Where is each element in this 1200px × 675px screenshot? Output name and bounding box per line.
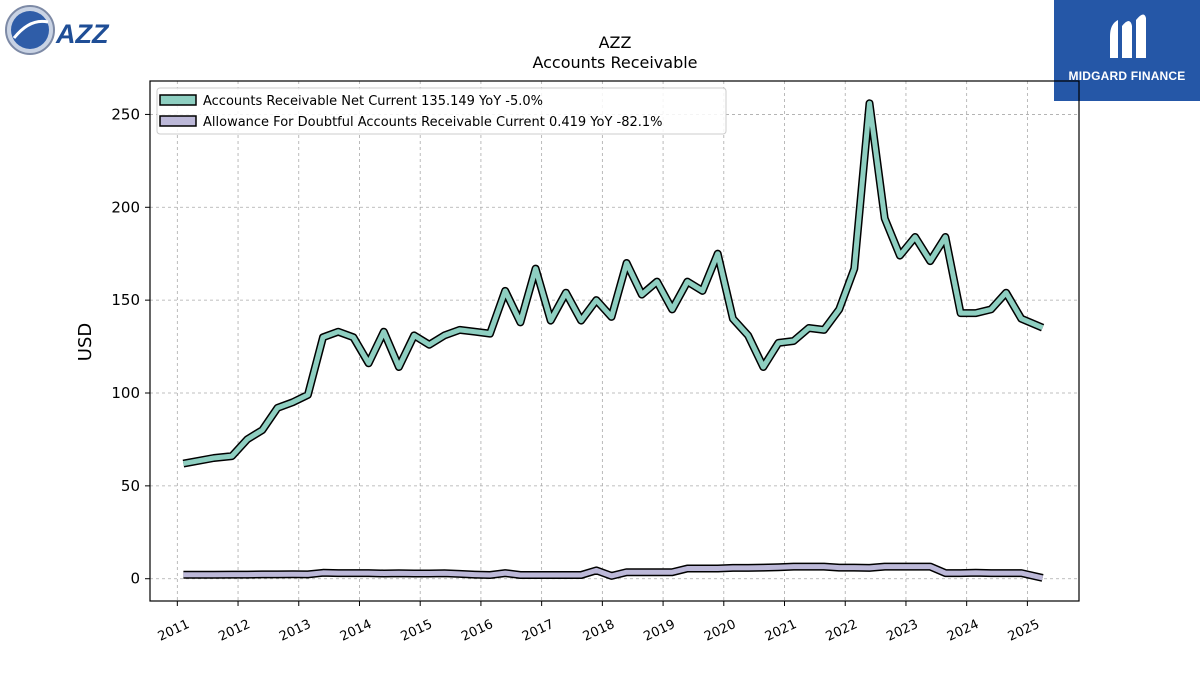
azz-logo: AZZ xyxy=(5,5,110,55)
x-tick-label: 2021 xyxy=(763,617,799,645)
legend-label-allowance: Allowance For Doubtful Accounts Receivab… xyxy=(203,115,663,130)
x-tick-label: 2011 xyxy=(156,617,192,645)
series-line-0 xyxy=(182,100,1044,467)
chart-title: AZZ xyxy=(599,33,632,52)
y-axis-label: USD xyxy=(75,323,96,361)
y-tick-label: 50 xyxy=(121,477,140,495)
midgard-finance-emblem-icon xyxy=(1110,14,1146,59)
x-tick-label: 2024 xyxy=(945,617,981,645)
x-tick-label: 2012 xyxy=(216,617,252,645)
x-tick-label: 2019 xyxy=(641,617,677,645)
y-tick-label: 200 xyxy=(111,198,140,216)
series-outline-0 xyxy=(182,99,1045,468)
x-tick-label: 2023 xyxy=(884,617,920,645)
grid xyxy=(150,81,1079,601)
y-tick-label: 100 xyxy=(111,384,140,402)
y-tick-label: 0 xyxy=(130,570,140,588)
x-tick-label: 2015 xyxy=(399,617,435,645)
y-tick-label: 250 xyxy=(111,105,140,123)
legend-box xyxy=(156,87,727,135)
midgard-finance-logo: MIDGARD FINANCE xyxy=(1054,0,1200,101)
x-tick-label: 2018 xyxy=(581,617,617,645)
x-tick-label: 2014 xyxy=(338,617,374,645)
plot-frame xyxy=(149,80,1080,602)
x-tick-label: 2016 xyxy=(459,617,495,645)
x-tick-label: 2013 xyxy=(277,617,313,645)
legend-label-ar: Accounts Receivable Net Current 135.149 … xyxy=(203,94,543,109)
azz-logo-text: AZZ xyxy=(55,19,110,49)
chart-subtitle: Accounts Receivable xyxy=(532,53,697,72)
legend-swatch-ar xyxy=(159,94,197,106)
legend-swatch-allowance xyxy=(159,115,197,127)
series-line-1 xyxy=(183,564,1044,581)
x-tick-label: 2020 xyxy=(702,617,738,645)
legend: Accounts Receivable Net Current 135.149 … xyxy=(156,87,727,135)
midgard-finance-logo-text: MIDGARD FINANCE xyxy=(1068,69,1186,83)
x-tick-label: 2017 xyxy=(520,617,556,645)
y-tick-label: 150 xyxy=(111,291,140,309)
series-lines xyxy=(182,99,1045,582)
x-tick-label: 2022 xyxy=(824,617,860,645)
x-tick-label: 2025 xyxy=(1006,617,1042,645)
